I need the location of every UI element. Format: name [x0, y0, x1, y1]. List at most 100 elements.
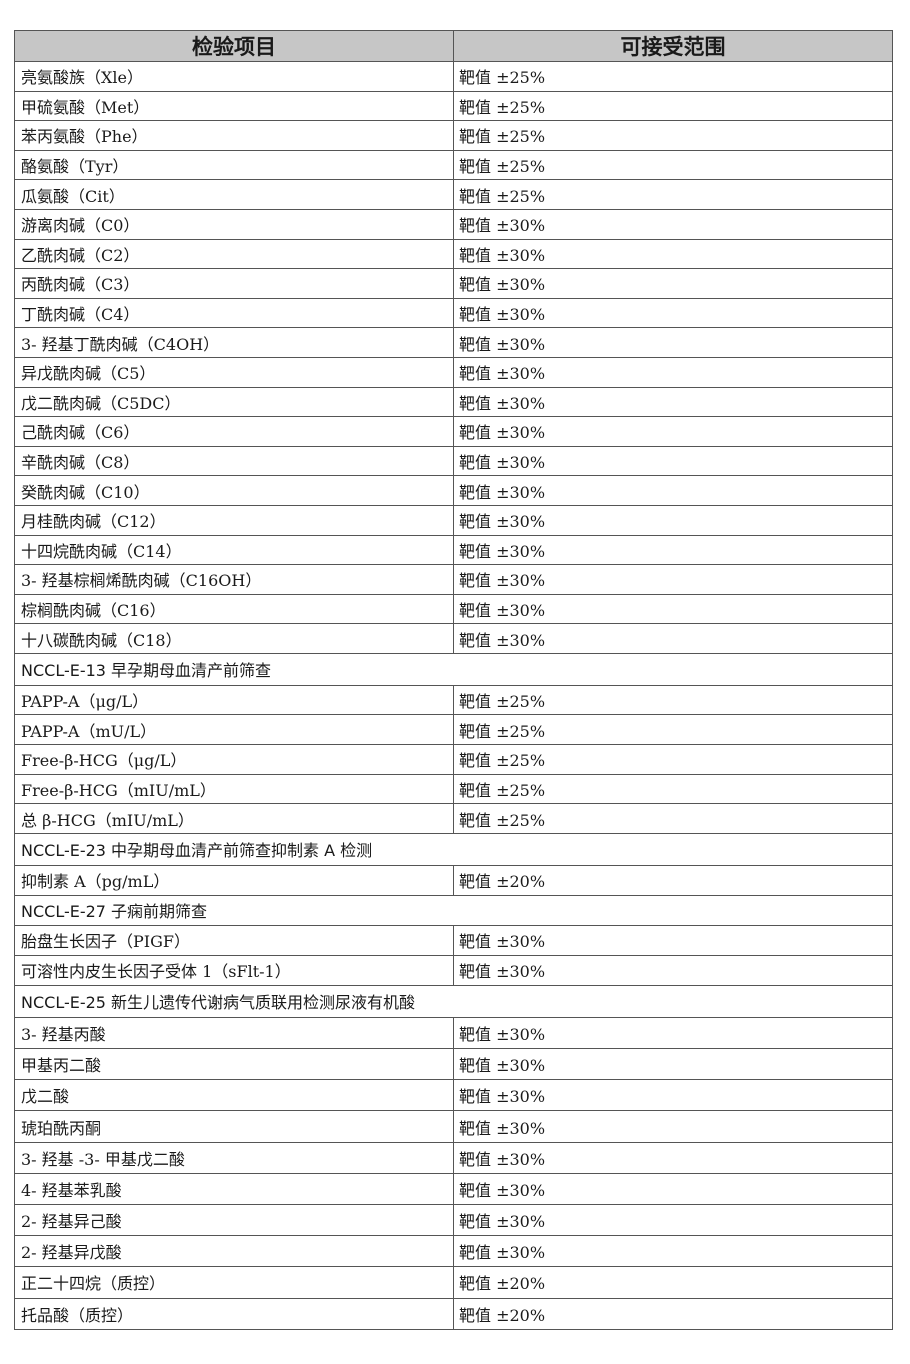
table-row: 戊二酸 靶值 ±30%: [14, 1079, 893, 1112]
item-cell: Free-β-HCG（mIU/mL）: [14, 773, 454, 805]
range-cell: 靶值 ±30%: [453, 534, 893, 566]
table-row: 月桂酰肉碱（C12） 靶值 ±30%: [14, 504, 893, 536]
item-cell: 游离肉碱（C0）: [14, 208, 454, 240]
item-cell: 十八碳酰肉碱（C18）: [14, 623, 454, 654]
range-cell: 靶值 ±25%: [453, 149, 893, 181]
item-cell: 胎盘生长因子（PIGF）: [14, 924, 454, 956]
table-row: PAPP-A（mU/L） 靶值 ±25%: [14, 714, 893, 746]
table-row: 3- 羟基丙酸 靶值 ±30%: [14, 1016, 893, 1050]
item-cell: 辛酰肉碱（C8）: [14, 445, 454, 477]
acceptable-range-table: 检验项目 可接受范围 亮氨酸族（Xle） 靶值 ±25% 甲硫氨酸（Met） 靶值 ±…: [14, 30, 893, 1330]
item-cell: 可溶性内皮生长因子受体 1（sFlt-1）: [14, 954, 454, 986]
item-cell: 异戊酰肉碱（C5）: [14, 356, 454, 388]
item-cell: 2- 羟基异戊酸: [14, 1235, 454, 1268]
section-title: NCCL-E-25 新生儿遗传代谢病气质联用检测尿液有机酸: [14, 984, 893, 1018]
item-cell: PAPP-A（μg/L）: [14, 684, 454, 716]
item-cell: 3- 羟基丁酰肉碱（C4OH）: [14, 327, 454, 358]
section-row: NCCL-E-13 早孕期母血清产前筛查: [14, 652, 893, 686]
table-row: Free-β-HCG（mIU/mL） 靶值 ±25%: [14, 773, 893, 805]
range-cell: 靶值 ±20%: [453, 1266, 893, 1299]
range-cell: 靶值 ±30%: [453, 593, 893, 625]
item-cell: 3- 羟基 -3- 甲基戊二酸: [14, 1141, 454, 1174]
item-cell: 甲硫氨酸（Met）: [14, 90, 454, 122]
section-title: NCCL-E-13 早孕期母血清产前筛查: [14, 652, 893, 686]
table-row: 琥珀酰丙酮 靶值 ±30%: [14, 1110, 893, 1143]
table-row: 癸酰肉碱（C10） 靶值 ±30%: [14, 475, 893, 506]
table-row: 酪氨酸（Tyr） 靶值 ±25%: [14, 149, 893, 181]
table-row: 甲基丙二酸 靶值 ±30%: [14, 1048, 893, 1081]
table-row: 苯丙氨酸（Phe） 靶值 ±25%: [14, 120, 893, 151]
range-cell: 靶值 ±30%: [453, 1235, 893, 1268]
item-cell: 丙酰肉碱（C3）: [14, 268, 454, 299]
table-row: 甲硫氨酸（Met） 靶值 ±25%: [14, 90, 893, 122]
range-cell: 靶值 ±25%: [453, 61, 893, 92]
table-row: 棕榈酰肉碱（C16） 靶值 ±30%: [14, 593, 893, 625]
table-row: 己酰肉碱（C6） 靶值 ±30%: [14, 416, 893, 447]
table-row: 2- 羟基异己酸 靶值 ±30%: [14, 1203, 893, 1237]
item-cell: 抑制素 A（pg/mL）: [14, 864, 454, 896]
item-cell: 乙酰肉碱（C2）: [14, 238, 454, 270]
table-row: 可溶性内皮生长因子受体 1（sFlt-1） 靶值 ±30%: [14, 954, 893, 986]
item-cell: 苯丙氨酸（Phe）: [14, 120, 454, 151]
table-row: 异戊酰肉碱（C5） 靶值 ±30%: [14, 356, 893, 388]
item-cell: 2- 羟基异己酸: [14, 1203, 454, 1237]
range-cell: 靶值 ±30%: [453, 386, 893, 418]
item-cell: 己酰肉碱（C6）: [14, 416, 454, 447]
table-row: 托品酸（质控） 靶值 ±20%: [14, 1297, 893, 1330]
table-row: 丁酰肉碱（C4） 靶值 ±30%: [14, 297, 893, 329]
table-row: 4- 羟基苯乳酸 靶值 ±30%: [14, 1172, 893, 1205]
item-cell: 戊二酰肉碱（C5DC）: [14, 386, 454, 418]
item-cell: 月桂酰肉碱（C12）: [14, 504, 454, 536]
range-cell: 靶值 ±30%: [453, 564, 893, 595]
range-cell: 靶值 ±30%: [453, 297, 893, 329]
range-cell: 靶值 ±25%: [453, 744, 893, 775]
range-cell: 靶值 ±30%: [453, 1016, 893, 1050]
table-row: 3- 羟基棕榈烯酰肉碱（C16OH） 靶值 ±30%: [14, 564, 893, 595]
item-cell: PAPP-A（mU/L）: [14, 714, 454, 746]
item-cell: 亮氨酸族（Xle）: [14, 61, 454, 92]
table-row: 3- 羟基丁酰肉碱（C4OH） 靶值 ±30%: [14, 327, 893, 358]
range-cell: 靶值 ±30%: [453, 504, 893, 536]
table-row: 瓜氨酸（Cit） 靶值 ±25%: [14, 179, 893, 210]
range-cell: 靶值 ±30%: [453, 238, 893, 270]
range-cell: 靶值 ±20%: [453, 1297, 893, 1330]
table-header-row: 检验项目 可接受范围: [14, 30, 893, 62]
table-row: 辛酰肉碱（C8） 靶值 ±30%: [14, 445, 893, 477]
item-cell: 甲基丙二酸: [14, 1048, 454, 1081]
range-cell: 靶值 ±25%: [453, 90, 893, 122]
range-cell: 靶值 ±25%: [453, 773, 893, 805]
item-cell: 丁酰肉碱（C4）: [14, 297, 454, 329]
range-cell: 靶值 ±30%: [453, 327, 893, 358]
item-cell: 棕榈酰肉碱（C16）: [14, 593, 454, 625]
range-cell: 靶值 ±25%: [453, 803, 893, 834]
header-range: 可接受范围: [453, 30, 893, 62]
range-cell: 靶值 ±30%: [453, 445, 893, 477]
item-cell: 总 β-HCG（mIU/mL）: [14, 803, 454, 834]
item-cell: 戊二酸: [14, 1079, 454, 1112]
item-cell: 癸酰肉碱（C10）: [14, 475, 454, 506]
item-cell: 托品酸（质控）: [14, 1297, 454, 1330]
table-row: Free-β-HCG（μg/L） 靶值 ±25%: [14, 744, 893, 775]
range-cell: 靶值 ±30%: [453, 208, 893, 240]
item-cell: Free-β-HCG（μg/L）: [14, 744, 454, 775]
item-cell: 3- 羟基丙酸: [14, 1016, 454, 1050]
table-row: 戊二酰肉碱（C5DC） 靶值 ±30%: [14, 386, 893, 418]
range-cell: 靶值 ±30%: [453, 1048, 893, 1081]
item-cell: 酪氨酸（Tyr）: [14, 149, 454, 181]
range-cell: 靶值 ±30%: [453, 1172, 893, 1205]
section-title: NCCL-E-27 子痫前期筛查: [14, 894, 893, 926]
section-row: NCCL-E-23 中孕期母血清产前筛查抑制素 A 检测: [14, 832, 893, 866]
table-row: 正二十四烷（质控） 靶值 ±20%: [14, 1266, 893, 1299]
range-cell: 靶值 ±20%: [453, 864, 893, 896]
item-cell: 3- 羟基棕榈烯酰肉碱（C16OH）: [14, 564, 454, 595]
table-row: 胎盘生长因子（PIGF） 靶值 ±30%: [14, 924, 893, 956]
table-row: 3- 羟基 -3- 甲基戊二酸 靶值 ±30%: [14, 1141, 893, 1174]
range-cell: 靶值 ±30%: [453, 268, 893, 299]
table-row: 游离肉碱（C0） 靶值 ±30%: [14, 208, 893, 240]
range-cell: 靶值 ±25%: [453, 684, 893, 716]
range-cell: 靶值 ±30%: [453, 475, 893, 506]
section-row: NCCL-E-25 新生儿遗传代谢病气质联用检测尿液有机酸: [14, 984, 893, 1018]
table-row: 亮氨酸族（Xle） 靶值 ±25%: [14, 61, 893, 92]
table-row: PAPP-A（μg/L） 靶值 ±25%: [14, 684, 893, 716]
range-cell: 靶值 ±25%: [453, 179, 893, 210]
